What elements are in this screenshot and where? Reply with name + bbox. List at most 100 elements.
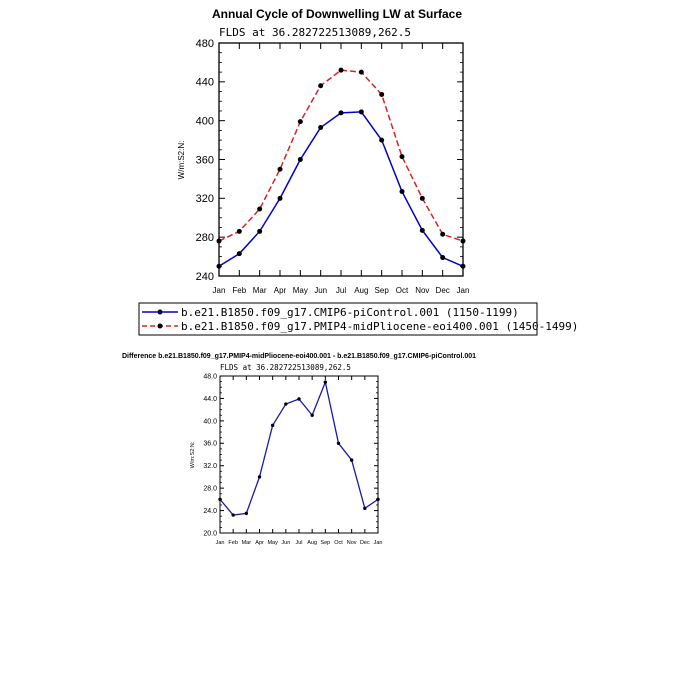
chart-2-x-axis: Jan Feb Mar Apr May Jun Jul Aug Sep Oct Nov Dec Jan [216,376,383,546]
x-tick-label: Oct [334,540,343,546]
x-tick-label: Oct [396,286,409,295]
legend-marker-control [157,309,163,315]
data-point [358,69,364,75]
y-tick-label: 48.0 [203,373,217,380]
legend-box [138,302,538,336]
x-tick-label: Nov [347,540,357,546]
x-tick-label: Dec [360,540,370,546]
x-tick-label: Feb [228,540,237,546]
data-point [399,189,405,195]
data-point [376,497,380,502]
series-line-1 [218,111,464,267]
y-tick-label: 320 [196,193,214,205]
data-point [310,413,314,417]
x-tick-label: May [293,286,308,295]
x-tick-label: Aug [307,540,317,546]
y-tick-label: 24.0 [203,508,217,515]
y-tick-label: 280 [196,232,214,244]
chart-2: Difference b.e21.B1850.f09_g17.PMIP4-mid… [122,353,476,546]
data-point [277,195,283,201]
data-point [244,511,249,516]
y-tick-label: 240 [196,271,214,283]
y-tick-label: 28.0 [203,486,217,493]
data-point [284,402,288,406]
data-point [318,83,324,89]
data-point [216,263,222,269]
chart-1-series [216,67,466,269]
y-tick-label: 440 [196,77,214,89]
x-tick-label: Jan [216,540,225,546]
data-point [358,109,364,115]
data-point [257,228,263,234]
y-tick-label: 36.0 [203,441,217,448]
chart-2-title: Difference b.e21.B1850.f09_g17.PMIP4-mid… [122,353,476,360]
data-point [419,227,425,233]
data-point [338,67,344,73]
y-tick-label: 32.0 [203,463,217,470]
legend-label-control: b.e21.B1850.f09_g17.CMIP6-piControl.001 … [181,306,519,319]
chart-1-y-axis: 240 280 320 360 400 440 480 [196,38,463,283]
data-point [218,497,222,502]
x-tick-label: Feb [232,286,246,295]
x-tick-label: Aug [354,286,368,295]
x-tick-label: Mar [253,286,267,295]
data-point [277,166,283,172]
chart-1-title: Annual Cycle of Downwelling LW at Surfac… [212,7,462,21]
chart-2-y-axis: 20.0 24.0 28.0 32.0 36.0 40.0 44.0 48.0 [203,373,378,537]
data-point [236,251,242,257]
y-tick-label: 360 [196,154,214,166]
x-tick-label: Jun [314,286,327,295]
data-point [297,119,303,125]
chart-2-ylabel: W/m:S2:N: [190,441,196,468]
data-point [216,238,222,244]
data-point [460,263,466,269]
chart-1: Annual Cycle of Downwelling LW at Surfac… [138,7,578,336]
chart-1-x-axis: Jan Feb Mar Apr May Jun Jul Aug Sep Oct Nov Dec Jan [213,43,470,295]
x-tick-label: Mar [242,540,252,546]
x-tick-label: Nov [415,286,429,295]
data-point [440,231,446,237]
data-point [460,238,466,244]
chart-2-subtitle: FLDS at 36.282722513089,262.5 [220,363,351,372]
data-point [323,380,328,384]
y-tick-label: 400 [196,116,214,128]
y-tick-label: 40.0 [203,418,217,425]
data-point [338,110,344,116]
chart-1-subtitle: FLDS at 36.282722513089,262.5 [219,26,411,39]
data-point [231,513,235,517]
y-tick-label: 44.0 [203,396,217,403]
x-tick-label: Apr [255,540,264,546]
data-point [363,506,367,511]
x-tick-label: Jan [457,286,470,295]
data-point [257,206,263,212]
legend-marker-pliocene [157,323,163,329]
data-point [440,255,446,261]
chart-1-plot-frame [218,42,464,277]
data-point [236,228,242,234]
y-tick-label: 480 [196,38,214,50]
data-point [419,195,425,201]
x-tick-label: Apr [274,286,287,295]
data-point [257,475,262,479]
x-tick-label: Jun [281,540,290,546]
series-line-1 [219,379,379,516]
data-point [379,91,385,97]
x-tick-label: Jan [374,540,383,546]
chart-1-ylabel: W/m:S2:N: [177,141,186,180]
x-tick-label: Dec [436,286,450,295]
x-tick-label: May [267,540,278,546]
x-tick-label: Jul [295,540,302,546]
x-tick-label: Sep [375,286,390,295]
chart-2-series [218,379,380,517]
x-tick-label: Jul [336,286,346,295]
x-tick-label: Sep [320,540,330,546]
data-point [399,154,405,160]
legend-label-pliocene: b.e21.B1850.f09_g17.PMIP4-midPliocene-eo… [181,320,578,333]
data-point [297,397,301,401]
data-point [318,124,324,130]
chart-1-legend: b.e21.B1850.f09_g17.CMIP6-piControl.001 … [138,302,578,336]
series-line-2 [218,69,464,242]
y-tick-label: 20.0 [203,530,217,537]
data-point [379,137,385,143]
